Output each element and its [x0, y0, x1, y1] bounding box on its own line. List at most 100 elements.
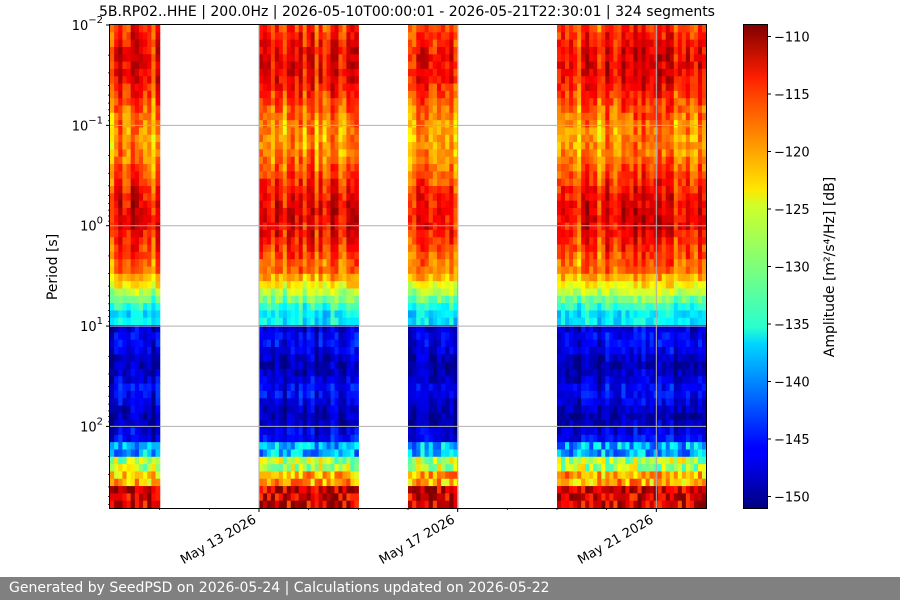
heatmap-cell [298, 98, 304, 107]
heatmap-cell [262, 471, 268, 480]
heatmap-cell [601, 193, 606, 202]
heatmap-cell [130, 244, 136, 253]
heatmap-cell [350, 478, 355, 487]
heatmap-cell [314, 449, 320, 458]
heatmap-cell [625, 186, 631, 194]
heatmap-cell [432, 347, 438, 355]
heatmap-cell [126, 90, 132, 99]
heatmap-cell [617, 339, 623, 348]
heatmap-cell [637, 98, 643, 107]
heatmap-cell [557, 354, 562, 363]
heatmap-cell [605, 178, 610, 187]
heatmap-cell [266, 456, 272, 465]
heatmap-cell [278, 61, 284, 70]
heatmap-cell [609, 186, 614, 194]
heatmap-cell [625, 500, 631, 509]
heatmap-cell [424, 149, 430, 158]
heatmap-cell [259, 478, 264, 487]
heatmap-cell [657, 288, 663, 297]
heatmap-cell [274, 471, 280, 480]
heatmap-cell [617, 54, 623, 63]
heatmap-cell [424, 25, 430, 33]
heatmap-cell [326, 90, 332, 99]
heatmap-cell [147, 222, 152, 231]
heatmap-cell [449, 310, 455, 319]
heatmap-cell [645, 266, 651, 275]
heatmap-cell [629, 295, 635, 304]
heatmap-cell [424, 434, 430, 443]
heatmap-cell [432, 156, 438, 165]
heatmap-cell [282, 464, 288, 473]
heatmap-cell [637, 39, 643, 48]
heatmap-cell [445, 471, 450, 480]
heatmap-cell [436, 398, 442, 407]
heatmap-cell [262, 390, 268, 399]
heatmap-cell [589, 368, 594, 377]
heatmap-cell [424, 83, 430, 92]
heatmap-cell [593, 310, 598, 319]
heatmap-cell [625, 90, 631, 99]
heatmap-cell [613, 215, 619, 224]
heatmap-cell [143, 105, 148, 114]
heatmap-cell [613, 434, 619, 443]
heatmap-cell [318, 186, 324, 194]
heatmap-cell [420, 471, 426, 480]
heatmap-cell [294, 156, 300, 165]
heatmap-cell [621, 207, 627, 216]
heatmap-cell [346, 237, 351, 246]
heatmap-cell [565, 281, 570, 290]
heatmap-cell [436, 412, 442, 421]
heatmap-cell [633, 120, 639, 129]
heatmap-cell [110, 376, 115, 385]
heatmap-cell [557, 237, 562, 246]
heatmap-cell [294, 193, 300, 202]
heatmap-cell [350, 332, 355, 341]
heatmap-cell [286, 156, 292, 165]
heatmap-cell [110, 383, 115, 392]
heatmap-cell [436, 420, 442, 429]
heatmap-cell [346, 464, 351, 473]
heatmap-cell [350, 493, 355, 502]
heatmap-cell [266, 98, 272, 107]
heatmap-cell [290, 486, 296, 494]
heatmap-cell [617, 486, 623, 494]
heatmap-cell [577, 105, 582, 114]
heatmap-cell [330, 112, 336, 121]
heatmap-cell [270, 193, 276, 202]
heatmap-cell [290, 193, 296, 202]
heatmap-cell [441, 76, 446, 85]
heatmap-cell [416, 112, 422, 121]
heatmap-cell [441, 134, 446, 143]
heatmap-cell [310, 193, 316, 202]
heatmap-cell [294, 390, 300, 399]
heatmap-cell [326, 339, 332, 348]
heatmap-cell [143, 273, 148, 282]
heatmap-cell [266, 186, 272, 194]
heatmap-cell [155, 376, 161, 385]
heatmap-cell [342, 98, 348, 107]
heatmap-cell [416, 83, 422, 92]
heatmap-cell [641, 405, 647, 414]
heatmap-cell [420, 412, 426, 421]
heatmap-cell [416, 222, 422, 231]
heatmap-cell [565, 412, 570, 421]
heatmap-cell [262, 186, 268, 194]
heatmap-cell [259, 288, 264, 297]
heatmap-cell [613, 295, 619, 304]
heatmap-cell [424, 339, 430, 348]
heatmap-cell [266, 229, 272, 238]
heatmap-cell [298, 90, 304, 99]
heatmap-cell [561, 215, 566, 224]
heatmap-cell [625, 178, 631, 187]
heatmap-cell [122, 200, 128, 209]
heatmap-cell [436, 449, 442, 458]
heatmap-cell [565, 229, 570, 238]
heatmap-cell [314, 83, 320, 92]
heatmap-cell [118, 237, 124, 246]
heatmap-cell [561, 251, 566, 260]
heatmap-cell [593, 149, 598, 158]
heatmap-cell [453, 127, 459, 136]
heatmap-cell [306, 456, 312, 465]
heatmap-cell [441, 456, 446, 465]
heatmap-cell [629, 486, 635, 494]
